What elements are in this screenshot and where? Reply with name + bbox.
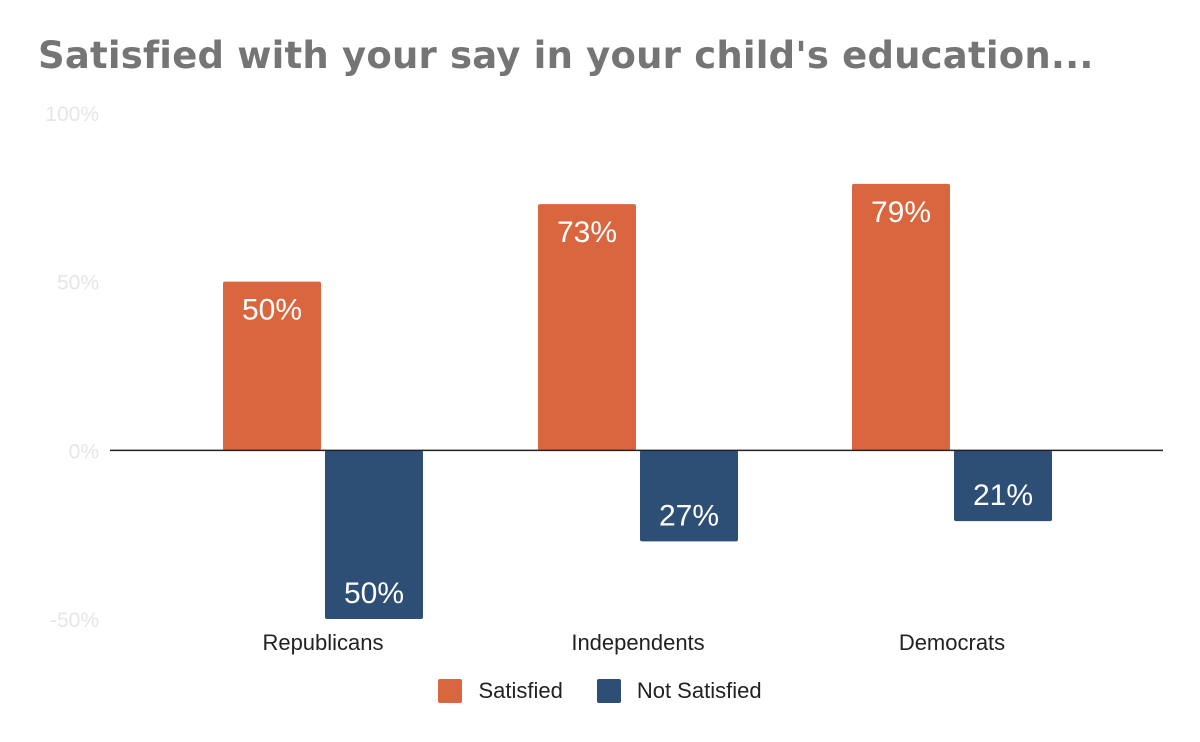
y-tick-label: 50%	[57, 272, 99, 295]
data-label-not-satisfied-democrats: 21%	[973, 479, 1033, 512]
data-label-satisfied-independents: 73%	[557, 216, 617, 249]
bar-satisfied-independents	[538, 204, 636, 451]
bar-not-satisfied-independents	[640, 450, 738, 542]
bar-satisfied-republicans	[223, 281, 321, 451]
legend-label-not-satisfied: Not Satisfied	[636, 678, 762, 703]
data-label-satisfied-republicans: 50%	[242, 294, 302, 327]
data-label-not-satisfied-independents: 27%	[659, 499, 719, 532]
legend-item-not-satisfied: Not Satisfied	[596, 678, 762, 704]
chart-title: Satisfied with your say in your child's …	[38, 34, 1094, 77]
y-tick-label: 0%	[69, 440, 99, 463]
y-tick-label: -50%	[50, 609, 99, 632]
y-tick-label: 100%	[45, 103, 99, 126]
category-label: Democrats	[899, 630, 1005, 655]
category-label: Independents	[571, 630, 704, 655]
legend-swatch-not-satisfied	[596, 679, 621, 703]
legend-swatch-satisfied	[438, 679, 463, 703]
bar-not-satisfied-democrats	[954, 450, 1052, 522]
bar-not-satisfied-republicans	[325, 450, 423, 619]
data-label-satisfied-democrats: 79%	[871, 196, 931, 229]
bar-satisfied-democrats	[852, 183, 950, 451]
data-label-not-satisfied-republicans: 50%	[344, 577, 404, 610]
legend: Satisfied Not Satisfied	[0, 678, 1200, 704]
legend-label-satisfied: Satisfied	[478, 678, 563, 703]
category-label: Republicans	[262, 630, 383, 655]
legend-item-satisfied: Satisfied	[438, 678, 563, 704]
